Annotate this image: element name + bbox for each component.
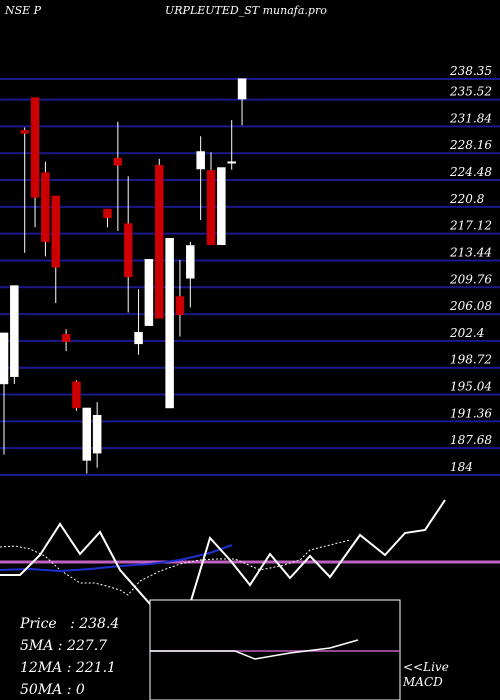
y-tick-label: 220.8 [449, 192, 485, 206]
y-tick-label: 228.16 [449, 138, 492, 152]
y-axis-ticks: 238.35 235.52 231.84 228.16 224.48 220.8 217.1… [449, 64, 492, 474]
bear-candle [175, 296, 185, 315]
y-tick-label: 184 [450, 460, 473, 474]
y-tick-label: 198.72 [450, 353, 492, 367]
bull-candle [237, 78, 247, 100]
bull-candle [92, 415, 102, 454]
live-label: <<Live [403, 660, 449, 674]
bull-candle [186, 245, 195, 279]
bull-candle [82, 407, 92, 461]
ma5-readout: 5MA : 227.7 [20, 638, 108, 654]
bear-candle [72, 381, 81, 409]
y-tick-label: 202.4 [449, 326, 484, 340]
y-tick-label: 238.35 [449, 64, 492, 78]
bear-candle [51, 195, 60, 268]
bull-candle [227, 161, 236, 164]
macd-label: MACD [403, 675, 443, 689]
y-tick-label: 191.36 [450, 406, 492, 420]
y-tick-label: 195.04 [450, 380, 492, 394]
bull-candle [144, 259, 154, 326]
y-tick-label: 206.08 [449, 299, 492, 313]
y-tick-label: 231.84 [449, 111, 492, 125]
y-tick-label: 187.68 [450, 433, 492, 447]
bear-candle [206, 170, 216, 246]
indicator-line [0, 499, 446, 605]
y-tick-label: 235.52 [449, 85, 492, 99]
price-readout: Price : 238.4 [20, 616, 120, 632]
bull-candle [134, 331, 143, 345]
y-tick-label: 213.44 [449, 245, 492, 259]
macd-panel [149, 599, 401, 700]
dashed-average-line [0, 539, 351, 596]
macd-line [150, 639, 359, 660]
y-tick-label: 209.76 [449, 272, 492, 286]
header-right: URPLEUTED_ST munafa.pro [165, 4, 327, 17]
indicator-panel [0, 499, 500, 605]
macd-box [149, 599, 401, 700]
bull-candle [165, 237, 174, 409]
ma50-readout: 50MA : 0 [20, 682, 85, 698]
bull-candle [0, 332, 9, 385]
bear-candle [41, 172, 50, 243]
candles [0, 78, 247, 474]
bear-candle [30, 97, 40, 198]
bear-candle [20, 130, 29, 134]
bear-candle [155, 165, 164, 319]
grid-lines [0, 78, 500, 476]
y-tick-label: 224.48 [449, 165, 492, 179]
header-left: NSE P [4, 4, 42, 17]
y-tick-label: 217.12 [449, 219, 492, 233]
blue-average-line [0, 544, 233, 573]
ma12-readout: 12MA : 221.1 [20, 660, 116, 676]
bull-candle [10, 285, 19, 377]
bear-candle [113, 157, 123, 166]
bull-candle [196, 151, 205, 170]
bear-candle [103, 208, 112, 219]
bear-candle [123, 223, 133, 278]
bull-candle [217, 167, 226, 246]
bear-candle [61, 334, 71, 342]
